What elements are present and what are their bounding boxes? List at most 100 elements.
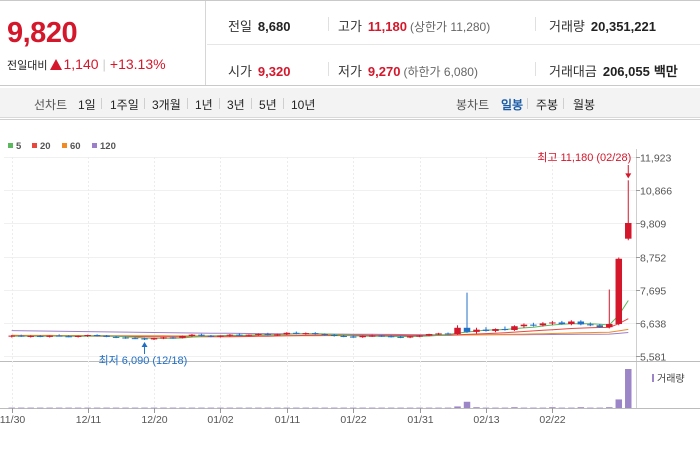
candle-body <box>255 334 262 336</box>
volume-bar <box>406 407 414 409</box>
high-label: 고가 <box>338 19 362 34</box>
candle-body <box>179 335 186 338</box>
chart-canvas[interactable]: 5 20 60 120 11,923 10,866 9,809 8,752 7,695 6,63… <box>0 119 700 450</box>
volume-bar <box>207 407 215 409</box>
candle-body <box>27 335 34 337</box>
row-divider <box>207 44 700 45</box>
volume-bar <box>530 407 537 409</box>
volume-bar <box>198 407 205 409</box>
volume-bar <box>587 407 594 409</box>
volume-bar <box>46 407 53 409</box>
volume-bar <box>425 407 433 409</box>
candle-body <box>46 335 53 337</box>
period-3y[interactable]: 3년 <box>227 98 245 112</box>
volume-bar <box>397 407 404 409</box>
volume-bar <box>8 407 15 409</box>
candle-body <box>226 334 234 336</box>
volume-bar <box>463 401 471 408</box>
candle-body <box>397 336 404 338</box>
period-1d[interactable]: 1일 <box>78 98 96 112</box>
moving-average-lines <box>11 300 629 339</box>
annotations: 최고 11,180 (02/28) 최저 6,090 (12/18) <box>99 151 632 367</box>
volume-bar <box>160 407 167 409</box>
change-row: 전일대비 1,140 | +13.13% <box>7 56 166 73</box>
stock-chart[interactable]: 5 20 60 120 11,923 10,866 9,809 8,752 7,695 6,63… <box>0 119 700 450</box>
volume-label: 거래량 <box>549 19 585 34</box>
volume-bar <box>577 407 585 408</box>
period-10y[interactable]: 10년 <box>291 98 316 112</box>
volume-bar <box>141 407 148 409</box>
y-tick-label: 9,809 <box>640 219 666 231</box>
line-chart-label: 선차트 <box>34 98 68 112</box>
y-tick-label: 11,923 <box>640 153 671 165</box>
volume-bar <box>615 399 623 408</box>
candle-body <box>36 335 44 337</box>
volume-bar <box>226 407 234 409</box>
volume-bar <box>387 407 395 409</box>
period-3m[interactable]: 3개월 <box>152 98 181 112</box>
chart-toolbar: 선차트 1일 1주일 3개월 1년 3년 5년 10년 봉차트 일봉 주봉 월봉 <box>0 88 700 118</box>
candle-body <box>520 324 528 327</box>
volume-bar <box>245 407 253 409</box>
change-amount: 1,140 <box>63 56 99 72</box>
up-arrow-icon <box>50 59 63 70</box>
low-annotation: 최저 6,090 (12/18) <box>99 354 188 367</box>
ma-legend: 5 20 60 120 <box>8 141 116 152</box>
y-tick-label: 5,581 <box>640 352 666 364</box>
volume-bar <box>169 407 177 409</box>
volume-bar <box>264 407 272 409</box>
period-1w[interactable]: 1주일 <box>110 98 139 112</box>
volume-bar <box>122 407 129 409</box>
volume-bar <box>596 407 604 409</box>
period-5y[interactable]: 5년 <box>259 98 277 112</box>
candle-body <box>406 336 414 338</box>
legend-label: 20 <box>40 141 51 152</box>
candles <box>8 180 632 341</box>
volume-bar <box>444 407 452 409</box>
quote-summary: 9,820 전일대비 1,140 | +13.13% 전일 8,680 고가 11,180… <box>0 0 700 86</box>
divider <box>328 62 329 76</box>
candle-body <box>378 335 385 337</box>
volume-bar <box>112 407 120 409</box>
x-tick-label: 01/31 <box>407 414 433 426</box>
candle-monthly[interactable]: 월봉 <box>573 98 596 112</box>
divider <box>535 62 536 76</box>
current-price: 9,820 <box>7 17 78 49</box>
prev-close-label: 전일 <box>228 19 252 34</box>
candle-chart-label: 봉차트 <box>456 98 490 112</box>
low-value: 9,270 <box>367 64 401 79</box>
x-axis: 11/30 12/11 12/20 01/02 01/11 01/22 01/31 02/13… <box>0 408 566 426</box>
candle-daily[interactable]: 일봉 <box>501 98 524 112</box>
legend-label: 5 <box>16 141 22 152</box>
low-label: 저가 <box>338 64 362 79</box>
candle-body <box>435 333 442 335</box>
candle-body <box>17 335 25 337</box>
candle-body <box>615 258 623 325</box>
candle-body <box>198 334 205 336</box>
divider <box>187 98 188 109</box>
candle-weekly[interactable]: 주봉 <box>536 98 559 112</box>
volume-bar <box>84 407 91 409</box>
candle-body <box>236 334 243 336</box>
divider <box>101 98 102 109</box>
candle-body <box>302 333 310 335</box>
trade-value-cell: 거래대금 206,055 백만 <box>549 61 678 80</box>
volume-bar <box>103 407 110 409</box>
volume-bar <box>217 407 224 409</box>
legend-swatch <box>8 143 13 148</box>
y-axis: 11,923 10,866 9,809 8,752 7,695 6,638 5,581 <box>636 153 672 364</box>
period-1y[interactable]: 1년 <box>195 98 213 112</box>
volume-bar <box>312 407 319 409</box>
legend-swatch <box>92 143 97 148</box>
open-value: 9,320 <box>257 64 291 79</box>
candle-body <box>492 329 499 331</box>
volume-bar <box>454 406 461 408</box>
x-tick-label: 11/30 <box>0 414 25 426</box>
candle-body <box>131 338 139 340</box>
candle-body <box>274 334 281 336</box>
volume-bar <box>65 407 72 409</box>
candle-body <box>340 335 347 337</box>
volume-bar <box>539 407 547 409</box>
lower-limit: (하한가 6,080) <box>403 65 478 79</box>
volume-bar <box>568 407 575 409</box>
